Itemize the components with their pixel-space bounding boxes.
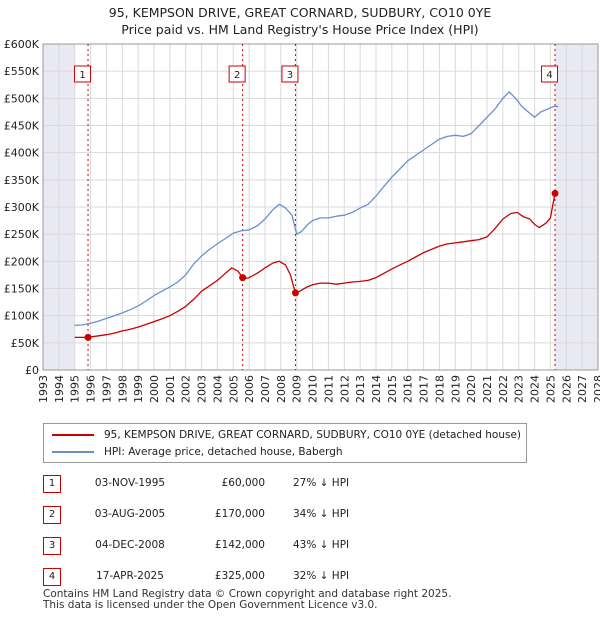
x-tick-label: 2015 <box>386 375 399 403</box>
hpi-line <box>74 91 559 327</box>
y-tick-label: £600K <box>4 38 40 51</box>
x-tick-label: 1997 <box>100 375 113 403</box>
sale-point <box>291 289 299 297</box>
x-tick-label: 1995 <box>69 375 82 403</box>
chart-legend: 95, KEMPSON DRIVE, GREAT CORNARD, SUDBUR… <box>43 423 527 463</box>
x-tick-label: 2017 <box>418 375 431 403</box>
sale-marker-badge: 2 <box>43 506 61 524</box>
sale-price: £170,000 <box>214 508 265 520</box>
y-tick-label: £150K <box>4 283 40 296</box>
sale-point <box>239 274 247 282</box>
x-tick-label: 2025 <box>544 375 557 403</box>
x-tick-label: 2016 <box>402 375 415 403</box>
x-tick-label: 2020 <box>465 375 478 403</box>
x-tick-label: 2018 <box>433 375 446 403</box>
sale-marker-box <box>228 65 246 83</box>
x-tick-label: 2022 <box>497 375 510 403</box>
x-tick-label: 1994 <box>53 375 66 403</box>
sale-marker-badge: 4 <box>43 568 61 586</box>
sale-price: £142,000 <box>214 539 265 551</box>
sale-marker-label: 2 <box>234 70 240 81</box>
x-tick-label: 2026 <box>560 375 573 403</box>
x-tick-label: 2004 <box>211 375 224 403</box>
sale-marker-badge: 3 <box>43 537 61 555</box>
x-tick-label: 2027 <box>576 375 589 403</box>
x-tick-label: 2019 <box>449 375 462 403</box>
legend-label-hpi: HPI: Average price, detached house, Babe… <box>104 446 343 458</box>
sale-marker-label: 4 <box>546 70 552 81</box>
x-tick-label: 2006 <box>243 375 256 403</box>
x-tick-label: 2014 <box>370 375 383 403</box>
footer-licence: This data is licensed under the Open Gov… <box>43 599 378 611</box>
sale-marker-badge: 1 <box>43 475 61 493</box>
legend-swatch-property <box>52 434 94 436</box>
x-tick-label: 2001 <box>164 375 177 403</box>
x-tick-label: 2005 <box>227 375 240 403</box>
x-tick-label: 2021 <box>481 375 494 403</box>
x-tick-label: 2011 <box>322 375 335 403</box>
footer: Contains HM Land Registry data © Crown c… <box>43 589 451 611</box>
y-tick-label: £250K <box>4 228 40 241</box>
x-tick-label: 2002 <box>180 375 193 403</box>
x-tick-label: 1998 <box>116 375 129 403</box>
price-chart: £0 £50K £100K £150K £200K £250K £300K £350K £400… <box>4 38 600 403</box>
sale-date: 03-NOV-1995 <box>94 477 166 489</box>
table-row: 2 03-AUG-2005 £170,000 34% ↓ HPI <box>43 505 563 525</box>
x-tick-label: 2003 <box>196 375 209 403</box>
property-price-line <box>74 193 556 339</box>
x-tick-label: 2013 <box>354 375 367 403</box>
legend-item-property: 95, KEMPSON DRIVE, GREAT CORNARD, SUDBUR… <box>52 427 521 443</box>
footer-copyright: Contains HM Land Registry data © Crown c… <box>43 588 452 600</box>
table-row: 3 04-DEC-2008 £142,000 43% ↓ HPI <box>43 536 563 556</box>
sale-price: £60,000 <box>221 477 265 489</box>
sale-hpi-diff: 43% ↓ HPI <box>293 539 350 551</box>
sale-marker-box <box>281 65 299 83</box>
x-tick-label: 1999 <box>132 375 145 403</box>
x-tick-label: 2012 <box>338 375 351 403</box>
x-tick-label: 2000 <box>148 375 161 403</box>
legend-swatch-hpi <box>52 451 94 453</box>
sale-hpi-diff: 32% ↓ HPI <box>293 570 350 582</box>
y-tick-label: £550K <box>4 65 40 78</box>
sale-marker-label: 1 <box>79 70 85 81</box>
y-tick-label: £0 <box>25 364 39 377</box>
sale-date: 03-AUG-2005 <box>94 508 166 520</box>
legend-item-hpi: HPI: Average price, detached house, Babe… <box>52 444 343 460</box>
x-tick-label: 2023 <box>513 375 526 403</box>
chart-subtitle: Price paid vs. HM Land Registry's House … <box>121 22 479 37</box>
x-tick-label: 2024 <box>529 375 542 403</box>
sale-marker-box <box>74 65 92 83</box>
y-tick-label: £200K <box>4 255 40 268</box>
sale-hpi-diff: 27% ↓ HPI <box>293 477 350 489</box>
y-tick-label: £300K <box>4 201 40 214</box>
x-tick-label: 2008 <box>275 375 288 403</box>
legend-label-property: 95, KEMPSON DRIVE, GREAT CORNARD, SUDBUR… <box>104 429 522 441</box>
y-tick-label: £400K <box>4 147 40 160</box>
sale-date: 04-DEC-2008 <box>95 539 165 551</box>
y-tick-label: £450K <box>4 120 40 133</box>
chart-title: 95, KEMPSON DRIVE, GREAT CORNARD, SUDBUR… <box>108 5 492 20</box>
sale-point <box>84 333 92 341</box>
y-tick-label: £350K <box>4 174 40 187</box>
x-tick-label: 1996 <box>85 375 98 403</box>
x-tick-label: 2007 <box>259 375 272 403</box>
plot-frame <box>42 43 599 371</box>
series-group <box>74 91 559 339</box>
table-row: 4 17-APR-2025 £325,000 32% ↓ HPI <box>43 567 563 587</box>
sale-marker-label: 3 <box>287 70 293 81</box>
x-tick-label: 2010 <box>307 375 320 403</box>
sale-point <box>551 189 559 197</box>
y-tick-label: £100K <box>4 310 40 323</box>
sale-price: £325,000 <box>214 570 265 582</box>
y-tick-label: £500K <box>4 92 40 105</box>
x-tick-label: 2028 <box>592 375 600 403</box>
sale-date: 17-APR-2025 <box>96 570 164 582</box>
x-tick-label: 2009 <box>291 375 304 403</box>
sale-marker-box <box>541 65 559 83</box>
y-tick-label: £50K <box>11 337 40 350</box>
x-tick-label: 1993 <box>37 375 50 403</box>
sale-hpi-diff: 34% ↓ HPI <box>293 508 350 520</box>
table-row: 1 03-NOV-1995 £60,000 27% ↓ HPI <box>43 474 563 494</box>
